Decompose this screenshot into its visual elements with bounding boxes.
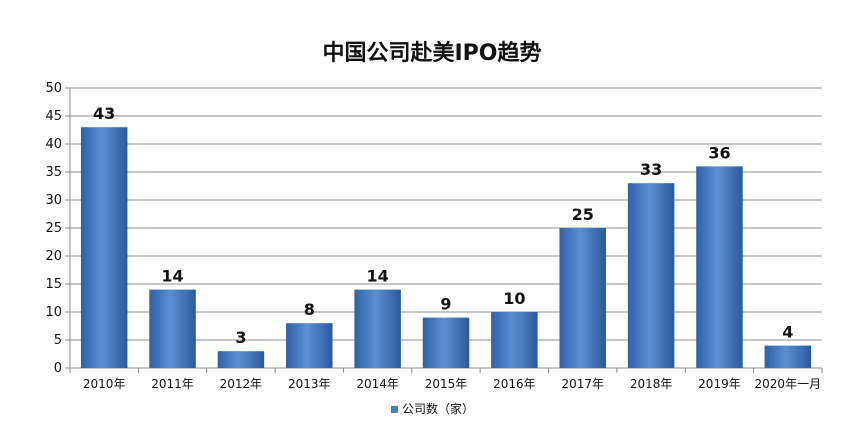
- y-tick-label: 10: [45, 305, 62, 320]
- bar: [149, 289, 196, 368]
- bar: [696, 166, 743, 368]
- bar: [80, 127, 128, 368]
- bar: [627, 183, 675, 368]
- y-tick-label: 30: [45, 193, 62, 208]
- data-label: 14: [367, 267, 389, 286]
- y-tick-label: 5: [54, 333, 62, 348]
- x-tick-label: 2013年: [288, 377, 331, 391]
- bar: [217, 351, 265, 368]
- data-label: 33: [640, 160, 662, 179]
- x-tick-label: 2017年: [561, 377, 604, 391]
- x-axis-ticks: 2010年 2011年 2012年 2013年 2014年 2015年 2016年 2017年…: [83, 377, 821, 391]
- y-tick-label: 40: [45, 137, 62, 152]
- x-tick-label: 2019年: [698, 377, 741, 391]
- x-tick-label: 2012年: [220, 377, 263, 391]
- data-label: 14: [161, 267, 183, 286]
- data-label: 3: [235, 328, 246, 347]
- data-label: 10: [503, 289, 525, 308]
- y-tick-label: 25: [45, 221, 62, 236]
- data-label: 8: [304, 300, 315, 319]
- x-tick-label: 2018年: [630, 377, 673, 391]
- x-tick-label: 2016年: [493, 377, 536, 391]
- x-tick-label: 2015年: [425, 377, 468, 391]
- bar: [559, 228, 606, 368]
- x-tick-label: 2014年: [356, 377, 399, 391]
- data-label: 43: [93, 104, 115, 123]
- y-tick-label: 20: [45, 249, 62, 264]
- y-tick-label: 35: [45, 165, 62, 180]
- x-tick-label: 2020年一月: [755, 377, 822, 391]
- y-axis-ticks: 0 5 10 15 20 25 30 35 40 45 50: [45, 81, 62, 376]
- chart-title: 中国公司赴美IPO趋势: [322, 40, 541, 66]
- bars: [80, 127, 812, 368]
- legend: 公司数（家）: [391, 401, 474, 416]
- bar: [422, 317, 470, 368]
- bar: [491, 312, 538, 368]
- data-label: 9: [440, 295, 451, 314]
- data-label: 36: [708, 143, 730, 162]
- y-tick-label: 0: [54, 361, 62, 376]
- y-tick-label: 15: [45, 277, 62, 292]
- data-label: 4: [782, 323, 793, 342]
- y-tick-label: 45: [45, 109, 62, 124]
- legend-swatch: [391, 406, 398, 413]
- bar: [354, 289, 401, 368]
- bar: [764, 345, 812, 368]
- y-tick-label: 50: [45, 81, 62, 96]
- data-label: 25: [572, 205, 594, 224]
- bar: [286, 323, 333, 368]
- data-labels: 43 14 3 8 14 9 10 25 33 36 4: [93, 104, 793, 347]
- legend-label: 公司数（家）: [402, 401, 474, 416]
- x-tick-label: 2010年: [83, 377, 126, 391]
- x-tick-label: 2011年: [151, 377, 194, 391]
